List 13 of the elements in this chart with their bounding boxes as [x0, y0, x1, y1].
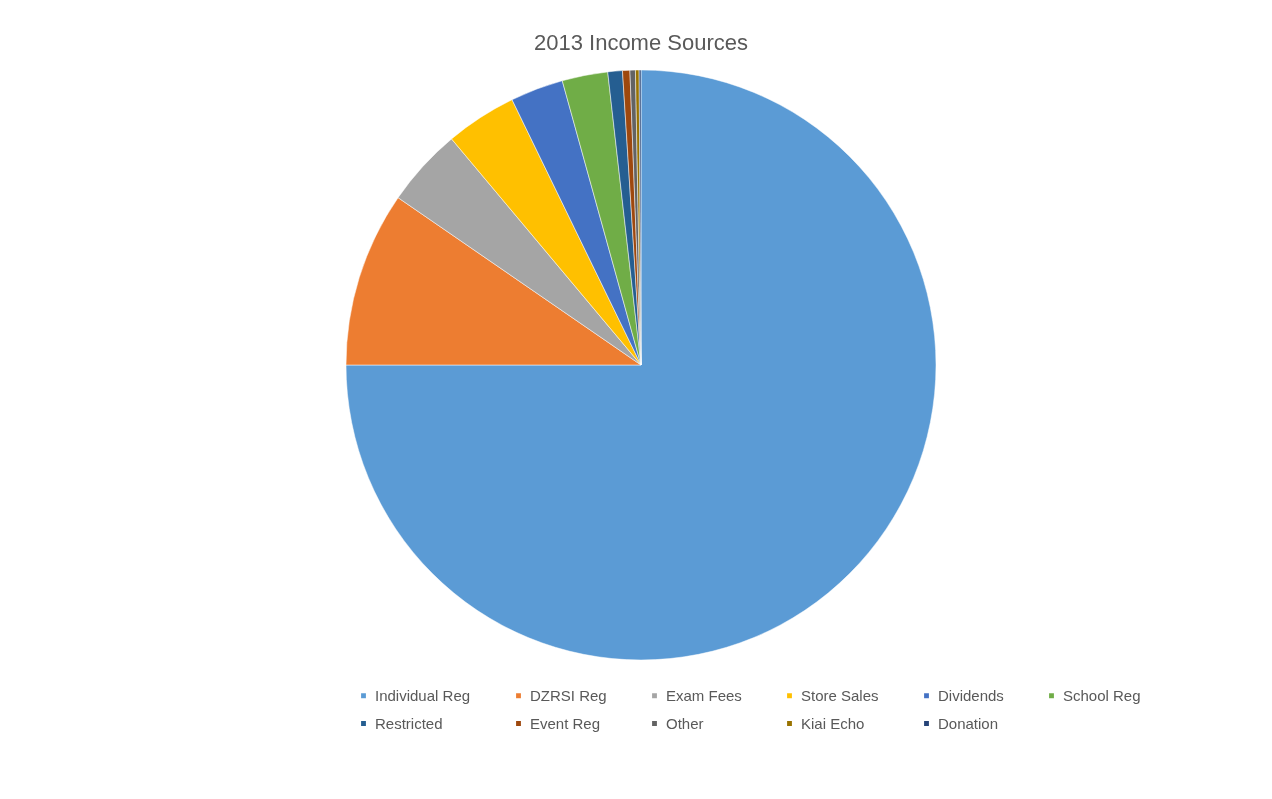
legend-label: Dividends [938, 686, 1004, 704]
legend-label: Store Sales [801, 686, 879, 704]
pie-slice [345, 69, 936, 660]
legend-label: Donation [938, 714, 999, 732]
legend-label: DZRSI Reg [530, 686, 607, 704]
legend-label: Event Reg [530, 714, 601, 732]
legend-label: School Reg [1063, 686, 1141, 704]
chart-title: 2013 Income Sources [533, 30, 749, 55]
legend-label: Kiai Echo [801, 714, 865, 732]
legend-label: Exam Fees [666, 686, 742, 704]
legend-label: Restricted [375, 714, 443, 732]
legend-label: Individual Reg [375, 686, 471, 704]
legend-label: Other [666, 714, 704, 732]
